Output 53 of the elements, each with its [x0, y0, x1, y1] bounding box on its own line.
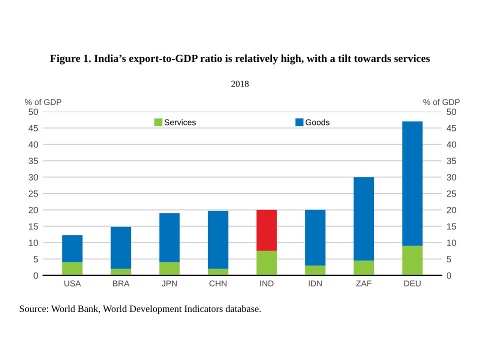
y-tick-label: 0: [34, 272, 38, 279]
x-tick-label: DEU: [404, 280, 421, 286]
bar: [256, 210, 277, 251]
y-tick-label: 45: [28, 125, 38, 132]
bar: [208, 210, 228, 269]
y2-tick-label: 10: [447, 240, 456, 246]
y2-tick-label: 0: [446, 272, 452, 279]
x-tick-label: CHN: [210, 280, 226, 286]
y2-tick-label: 20: [446, 206, 456, 214]
y2-tick-label: 45: [446, 125, 456, 132]
y-tick-label: 5: [34, 256, 38, 262]
y-tick-label: 15: [28, 223, 38, 230]
source-note: Source: World Bank, World Development Indicators database.: [20, 305, 261, 314]
y-tick-label: 50: [28, 108, 38, 115]
bar: [62, 235, 83, 262]
bar: [159, 213, 180, 262]
y2-axis-title: % of GDP: [423, 98, 460, 106]
x-tick-label: USA: [64, 280, 81, 286]
y2-tick-label: 15: [447, 223, 456, 230]
bar: [159, 262, 180, 276]
y-tick-label: 20: [28, 206, 38, 214]
bar: [256, 250, 277, 276]
x-tick-label: JPN: [162, 280, 177, 286]
y2-tick-label: 50: [446, 108, 456, 115]
bar: [354, 177, 374, 261]
y2-tick-label: 30: [446, 174, 456, 180]
bar: [305, 210, 326, 266]
x-tick-label: BRA: [113, 280, 130, 286]
bar: [305, 266, 326, 276]
bar: [208, 268, 228, 276]
bar: [402, 246, 423, 276]
y2-tick-label: 25: [446, 190, 456, 197]
x-tick-label: ZAF: [356, 280, 372, 286]
bar: [354, 260, 374, 276]
y-tick-label: 10: [28, 240, 38, 246]
bar: [110, 226, 132, 269]
bar: [62, 262, 83, 276]
legend-label: Goods: [306, 119, 330, 126]
chart-title: Figure 1. India’s export-to-GDP ratio is relatively high, with a tilt towards services: [50, 54, 430, 64]
y2-tick-label: 40: [446, 141, 456, 148]
y2-tick-label: 35: [446, 158, 456, 164]
x-tick-label: IND: [260, 280, 274, 286]
bar: [110, 268, 132, 276]
y-tick-label: 30: [28, 174, 38, 180]
x-tick-label: IDN: [308, 280, 322, 286]
bar: [402, 121, 423, 246]
y-tick-label: 35: [28, 158, 38, 164]
y-tick-label: 25: [28, 190, 38, 197]
y-axis-title: % of GDP: [24, 98, 62, 106]
legend-label: Services: [164, 119, 196, 126]
y-tick-label: 40: [28, 141, 38, 148]
y2-tick-label: 5: [446, 256, 452, 262]
chart-subtitle: 2018: [231, 80, 249, 87]
